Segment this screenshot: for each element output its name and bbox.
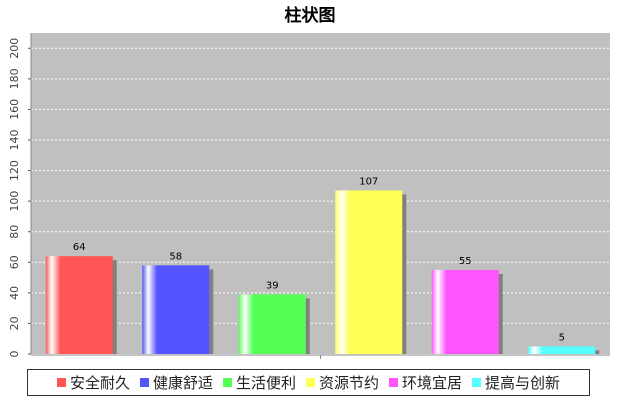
- chart-title: 柱状图: [285, 5, 336, 26]
- legend-item: 健康舒适: [139, 372, 213, 393]
- legend-swatch: [139, 378, 149, 387]
- bar: [335, 190, 403, 354]
- legend-item: 提高与创新: [472, 372, 560, 393]
- y-tick-label: 20: [8, 316, 21, 330]
- legend-swatch: [306, 378, 315, 387]
- legend: 安全耐久 健康舒适 生活便利 资源节约 环境宜居 提高与创新: [27, 369, 590, 396]
- y-tick-label: 200: [8, 38, 21, 59]
- y-tick-label: 0: [8, 351, 21, 358]
- gridlines: [31, 47, 610, 324]
- data-label: 107: [359, 176, 378, 187]
- legend-label: 提高与创新: [485, 374, 561, 392]
- bar: [431, 269, 499, 354]
- axes: 0 20 40 60 80 100 120 140 160 180 200: [8, 33, 610, 359]
- legend-item: 资源节约: [306, 372, 379, 393]
- legend-swatch: [389, 378, 399, 387]
- legend-item: 生活便利: [222, 372, 296, 393]
- legend-label: 健康舒适: [152, 374, 213, 392]
- y-tick-label: 120: [8, 160, 21, 181]
- data-label: 5: [559, 332, 565, 343]
- bar: [238, 294, 306, 354]
- legend-swatch: [56, 378, 66, 387]
- data-label: 64: [73, 242, 86, 253]
- legend-label: 生活便利: [235, 374, 296, 392]
- data-label: 58: [169, 251, 182, 262]
- legend-swatch: [472, 378, 482, 387]
- legend-label: 安全耐久: [69, 374, 130, 392]
- bar: [45, 256, 113, 354]
- y-tick-label: 40: [8, 286, 21, 300]
- legend-label: 资源节约: [319, 374, 380, 392]
- y-tick-label: 160: [8, 99, 21, 120]
- legend-item: 环境宜居: [389, 372, 462, 393]
- bar: [528, 346, 596, 354]
- y-tick-label: 140: [8, 130, 21, 151]
- legend-item: 安全耐久: [56, 372, 130, 393]
- data-label: 55: [459, 256, 472, 267]
- y-tick-label: 180: [8, 68, 21, 89]
- data-label: 39: [266, 280, 279, 291]
- bar: [142, 265, 210, 354]
- plot-area: [31, 33, 610, 354]
- legend-label: 环境宜居: [402, 374, 463, 392]
- y-tick-label: 80: [8, 225, 21, 239]
- legend-swatch: [222, 378, 232, 387]
- y-tick-label: 60: [8, 255, 21, 269]
- y-tick-label: 100: [8, 191, 21, 212]
